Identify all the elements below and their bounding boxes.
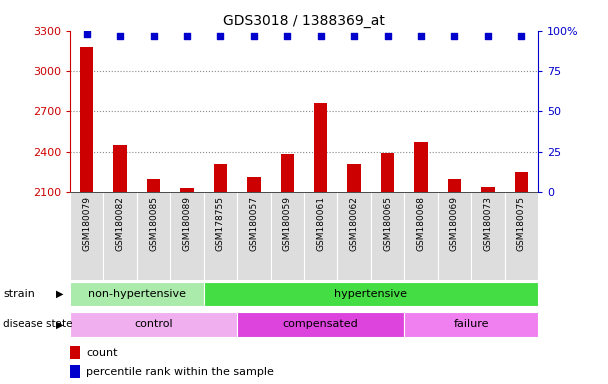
Bar <box>415 142 428 192</box>
Point <box>483 33 493 39</box>
Point <box>115 33 125 39</box>
Bar <box>247 177 260 192</box>
Point <box>182 33 192 39</box>
Text: control: control <box>134 319 173 329</box>
Point <box>316 33 326 39</box>
Bar <box>237 192 271 280</box>
Bar <box>371 192 404 280</box>
Text: percentile rank within the sample: percentile rank within the sample <box>86 367 274 377</box>
Bar <box>404 192 438 280</box>
Bar <box>514 172 528 192</box>
Text: GSM180082: GSM180082 <box>116 197 125 251</box>
Bar <box>471 192 505 280</box>
Point <box>282 33 292 39</box>
Text: GSM180068: GSM180068 <box>416 197 426 252</box>
Point <box>517 33 527 39</box>
Text: failure: failure <box>454 319 489 329</box>
Bar <box>80 47 93 192</box>
Point <box>148 33 158 39</box>
Bar <box>482 187 495 192</box>
Point <box>215 33 225 39</box>
Bar <box>147 179 160 192</box>
Bar <box>280 154 294 192</box>
Bar <box>271 192 304 280</box>
Text: GSM180073: GSM180073 <box>483 197 492 252</box>
Text: GSM180079: GSM180079 <box>82 197 91 252</box>
Bar <box>448 179 461 192</box>
Text: GSM180059: GSM180059 <box>283 197 292 252</box>
Bar <box>180 188 193 192</box>
Bar <box>170 192 204 280</box>
Bar <box>237 313 404 336</box>
Bar <box>438 192 471 280</box>
Text: GSM180057: GSM180057 <box>249 197 258 252</box>
Text: compensated: compensated <box>283 319 359 329</box>
Text: ▶: ▶ <box>57 319 64 329</box>
Bar <box>70 346 80 359</box>
Text: hypertensive: hypertensive <box>334 289 407 299</box>
Text: GSM180061: GSM180061 <box>316 197 325 252</box>
Bar <box>404 313 538 336</box>
Bar <box>137 192 170 280</box>
Bar <box>103 192 137 280</box>
Title: GDS3018 / 1388369_at: GDS3018 / 1388369_at <box>223 14 385 28</box>
Bar <box>348 164 361 192</box>
Text: GSM180065: GSM180065 <box>383 197 392 252</box>
Bar <box>337 192 371 280</box>
Bar <box>204 192 237 280</box>
Bar <box>304 192 337 280</box>
Point <box>449 33 460 39</box>
Text: disease state: disease state <box>3 319 72 329</box>
Text: GSM180075: GSM180075 <box>517 197 526 252</box>
Point <box>416 33 426 39</box>
Point <box>81 31 91 37</box>
Bar <box>70 313 237 336</box>
Text: count: count <box>86 348 118 358</box>
Point <box>249 33 259 39</box>
Point <box>349 33 359 39</box>
Bar <box>70 365 80 378</box>
Bar <box>70 282 204 306</box>
Text: strain: strain <box>3 289 35 299</box>
Text: ▶: ▶ <box>57 289 64 299</box>
Text: GSM180085: GSM180085 <box>149 197 158 252</box>
Bar <box>505 192 538 280</box>
Text: GSM180062: GSM180062 <box>350 197 359 251</box>
Bar <box>204 282 538 306</box>
Point <box>383 33 393 39</box>
Bar <box>113 145 126 192</box>
Text: non-hypertensive: non-hypertensive <box>88 289 186 299</box>
Bar <box>314 103 328 192</box>
Text: GSM180089: GSM180089 <box>182 197 192 252</box>
Bar <box>381 153 395 192</box>
Bar <box>214 164 227 192</box>
Text: GSM180069: GSM180069 <box>450 197 459 252</box>
Text: GSM178755: GSM178755 <box>216 197 225 252</box>
Bar <box>70 192 103 280</box>
